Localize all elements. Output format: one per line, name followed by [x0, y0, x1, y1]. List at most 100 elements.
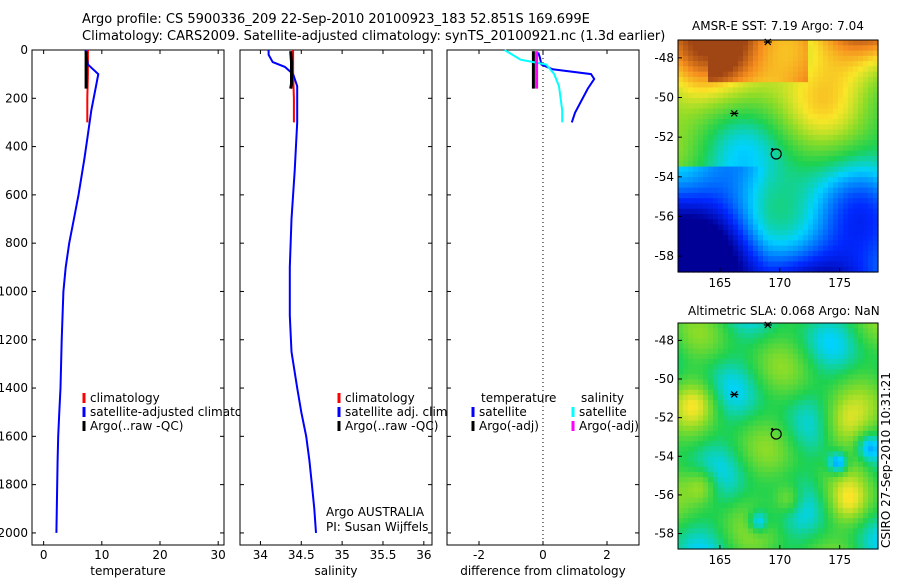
map-cell	[768, 129, 774, 136]
map-cell	[713, 129, 719, 136]
map-cell	[863, 87, 869, 94]
map-cell	[783, 430, 789, 437]
map-cell	[748, 328, 754, 334]
map-cell	[868, 466, 874, 473]
map-cell	[818, 343, 824, 350]
map-cell	[723, 187, 729, 194]
map-cell	[753, 466, 759, 473]
map-cell	[803, 166, 809, 173]
map-cell	[863, 166, 869, 173]
map-cell	[733, 538, 739, 545]
map-cell	[678, 358, 684, 365]
map-cell	[698, 198, 704, 205]
map-cell	[803, 192, 809, 199]
map-cell	[873, 240, 879, 247]
map-cell	[858, 103, 864, 110]
map-cell	[863, 50, 869, 57]
map-cell	[828, 379, 834, 386]
map-cell	[748, 240, 754, 247]
map-cell	[818, 87, 824, 94]
map-cell	[843, 487, 849, 494]
map-cell	[683, 502, 689, 509]
map-cell	[703, 374, 709, 381]
map-cell	[773, 523, 779, 530]
map-cell	[728, 497, 734, 504]
map-cell	[688, 235, 694, 241]
map-cell	[848, 358, 854, 365]
map-cell	[768, 538, 774, 545]
map-cell	[863, 240, 869, 247]
map-cell	[778, 108, 784, 115]
map-cell	[683, 256, 689, 263]
map-cell	[728, 76, 734, 83]
map-cell	[693, 379, 699, 386]
map-cell	[823, 214, 829, 220]
map-cell	[688, 203, 694, 210]
map-cell	[818, 82, 824, 89]
map-cell	[773, 261, 779, 268]
map-cell	[683, 108, 689, 115]
map-cell	[773, 250, 779, 257]
map-cell	[758, 119, 764, 125]
map-cell	[688, 497, 694, 504]
map-cell	[693, 76, 699, 83]
map-cell	[683, 338, 689, 345]
map-cell	[768, 369, 774, 375]
map-cell	[738, 71, 744, 78]
map-cell	[703, 441, 709, 447]
map-cell	[728, 208, 734, 215]
map-cell	[683, 145, 689, 152]
map-cell	[713, 55, 719, 62]
map-cell	[843, 40, 849, 46]
map-cell	[868, 134, 874, 141]
map-cell	[828, 235, 834, 241]
map-cell	[833, 76, 839, 83]
map-cell	[778, 343, 784, 350]
map-cell	[773, 71, 779, 78]
map-cell	[803, 394, 809, 401]
map-cell	[713, 66, 719, 73]
map-cell	[803, 384, 809, 391]
map-cell	[813, 497, 819, 504]
map-cell	[738, 497, 744, 504]
map-cell	[868, 214, 874, 220]
map-cell	[798, 187, 804, 194]
map-cell	[873, 333, 879, 340]
map-cell	[688, 451, 694, 458]
map-cell	[723, 533, 729, 540]
map-cell	[748, 66, 754, 73]
map-cell	[833, 425, 839, 432]
map-cell	[778, 98, 784, 104]
map-cell	[683, 492, 689, 499]
map-cell	[848, 256, 854, 263]
map-cell	[838, 219, 844, 226]
map-cell	[858, 492, 864, 499]
map-cell	[693, 369, 699, 375]
map-cell	[723, 50, 729, 57]
map-cell	[873, 124, 879, 131]
map-cell	[768, 166, 774, 173]
map-cell	[863, 76, 869, 83]
map-cell	[718, 415, 724, 422]
map-cell	[678, 203, 684, 210]
map-cell	[863, 415, 869, 422]
map-cell	[768, 507, 774, 514]
map-cell	[753, 374, 759, 381]
map-cell	[868, 533, 874, 540]
map-cell	[743, 214, 749, 220]
map-cell	[763, 513, 769, 519]
map-cell	[743, 129, 749, 136]
map-cell	[748, 124, 754, 131]
map-cell	[718, 150, 724, 157]
map-cell	[833, 466, 839, 473]
map-cell	[853, 108, 859, 115]
map-cell	[768, 92, 774, 99]
map-cell	[783, 358, 789, 365]
map-cell	[748, 482, 754, 488]
map-cell	[868, 343, 874, 350]
map-cell	[718, 50, 724, 57]
map-cell	[758, 528, 764, 535]
map-cell	[748, 224, 754, 231]
map-cell	[718, 333, 724, 340]
map-cell	[808, 456, 814, 463]
